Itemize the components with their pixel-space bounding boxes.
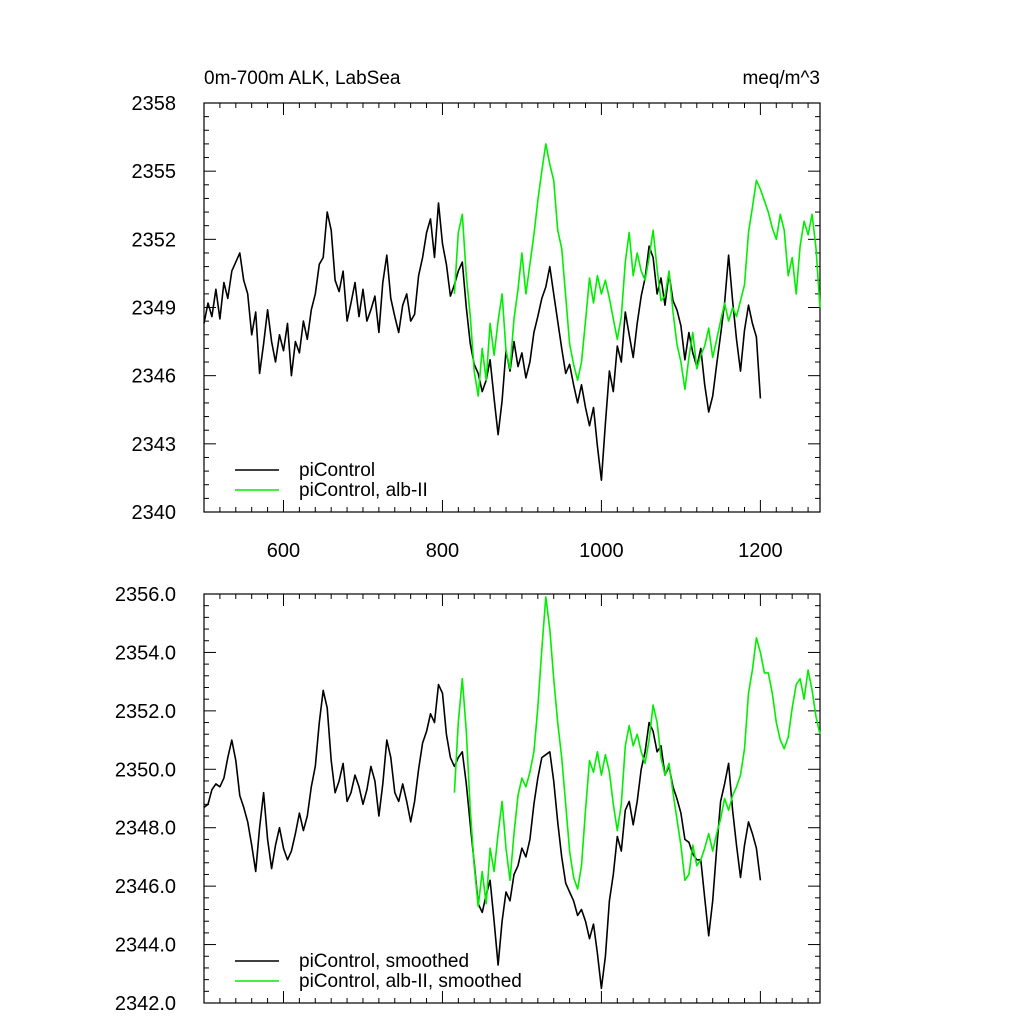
y-tick-label: 2352.0 <box>115 701 176 723</box>
y-tick-label: 2356.0 <box>115 584 176 606</box>
y-tick-label: 2358 <box>132 93 177 115</box>
units-label: meq/m^3 <box>742 68 820 89</box>
legend-label: piControl <box>299 460 375 481</box>
y-tick-label: 2346.0 <box>115 876 176 898</box>
top-panel: 2340 2343 2346 2349 2352 2355 2358 600 800 1000 12… <box>132 93 821 562</box>
y-tick-label: 2352 <box>132 229 177 251</box>
x-tick-label: 1000 <box>579 540 624 562</box>
y-tick-label: 2342.0 <box>115 993 176 1015</box>
y-tick-label: 2350.0 <box>115 759 176 781</box>
y-tick-label: 2355 <box>132 161 177 183</box>
plot-frame <box>203 593 821 1004</box>
legend-label: piControl, alb-II, smoothed <box>299 971 522 992</box>
series-line-picontrol-alb-ii <box>453 143 821 397</box>
bottom-panel: 2342.0 2344.0 2346.0 2348.0 2350.0 2352.0 2354… <box>115 584 821 1015</box>
plot-frame <box>203 102 821 513</box>
y-tick-label: 2346 <box>132 366 177 388</box>
x-tick-label: 1200 <box>738 540 783 562</box>
y-tick-label: 2343 <box>132 434 177 456</box>
y-tick-label: 2354.0 <box>115 642 176 664</box>
series-line-picontrol-alb-ii-smoothed <box>453 596 821 908</box>
y-tick-label: 2344.0 <box>115 935 176 957</box>
y-tick-label: 2349 <box>132 298 177 320</box>
legend-label: piControl, smoothed <box>299 951 469 972</box>
x-tick-label: 600 <box>267 540 300 562</box>
y-tick-label: 2340 <box>132 502 177 524</box>
chart-title: 0m-700m ALK, LabSea <box>204 68 401 89</box>
legend-label: piControl, alb-II <box>299 480 428 501</box>
x-tick-label: 800 <box>426 540 459 562</box>
y-tick-label: 2348.0 <box>115 818 176 840</box>
series-line-picontrol-smoothed <box>203 683 762 990</box>
